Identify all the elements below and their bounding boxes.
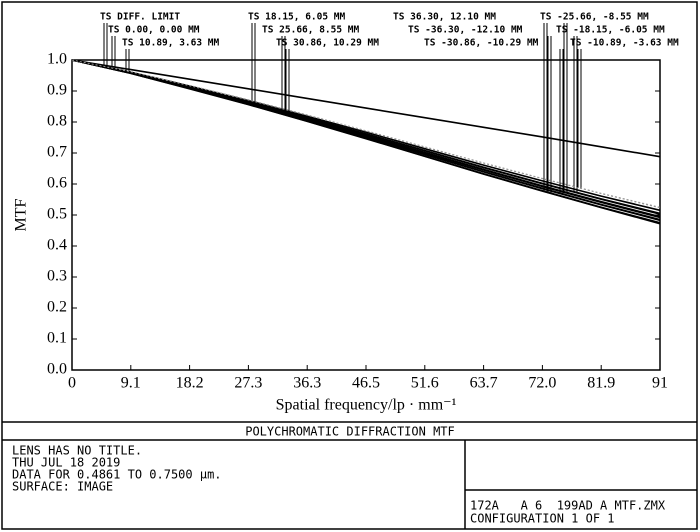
footer-title: POLYCHROMATIC DIFFRACTION MTF xyxy=(245,425,455,439)
legend-label: TS 25.66, 8.55 MM xyxy=(262,25,360,36)
y-tick-label: 0.9 xyxy=(47,82,67,99)
legend-label: TS 10.89, 3.63 MM xyxy=(122,38,220,49)
footer-configuration: CONFIGURATION 1 OF 1 xyxy=(470,512,615,526)
legend-label: TS DIFF. LIMIT xyxy=(100,12,180,23)
mtf-curve xyxy=(71,59,661,222)
y-tick-label: 0.1 xyxy=(47,330,67,347)
legend-label: TS -10.89, -3.63 MM xyxy=(570,38,679,49)
legend-label: TS 30.86, 10.29 MM xyxy=(276,38,379,49)
footer-file: 172A A 6 199AD A MTF.ZMX xyxy=(470,499,666,513)
legend-label: TS 18.15, 6.05 MM xyxy=(248,12,346,23)
footer-line: THU JUL 18 2019 xyxy=(12,456,120,470)
x-tick-label: 9.1 xyxy=(121,375,141,392)
plot-frame xyxy=(71,59,661,371)
y-tick-label: 0.2 xyxy=(47,299,67,316)
x-tick-label: 63.7 xyxy=(470,375,498,392)
mtf-curve xyxy=(71,59,661,158)
y-tick-label: 0.8 xyxy=(47,113,67,130)
y-tick-label: 0.7 xyxy=(47,144,67,161)
x-tick-label: 18.2 xyxy=(176,375,204,392)
x-tick-label: 0 xyxy=(68,375,76,392)
y-tick-label: 1.0 xyxy=(47,51,67,68)
x-tick-label: 27.3 xyxy=(234,375,262,392)
footer-line: DATA FOR 0.4861 TO 0.7500 µm. xyxy=(12,468,222,482)
y-tick-label: 0.4 xyxy=(47,237,67,254)
footer-line: SURFACE: IMAGE xyxy=(12,480,113,494)
x-axis-title: Spatial frequency/lp · mm⁻¹ xyxy=(276,397,457,414)
y-tick-label: 0.3 xyxy=(47,268,67,285)
legend-label: TS 36.30, 12.10 MM xyxy=(393,12,496,23)
y-tick-label: 0.5 xyxy=(47,206,67,223)
legend-label: TS -36.30, -12.10 MM xyxy=(408,25,523,36)
x-tick-label: 51.6 xyxy=(411,375,439,392)
x-tick-label: 72.0 xyxy=(528,375,556,392)
x-tick-label: 81.9 xyxy=(587,375,615,392)
legend-label: TS 0.00, 0.00 MM xyxy=(108,25,200,36)
x-tick-label: 46.5 xyxy=(352,375,380,392)
y-axis-title: MTF xyxy=(13,198,30,231)
legend-label: TS -30.86, -10.29 MM xyxy=(424,38,539,49)
legend-label: TS -18.15, -6.05 MM xyxy=(556,25,665,36)
mtf-curve xyxy=(71,59,661,215)
mtf-curve xyxy=(71,59,661,209)
mtf-curve xyxy=(71,59,661,221)
footer-line: LENS HAS NO TITLE. xyxy=(12,444,142,458)
legend-label: TS -25.66, -8.55 MM xyxy=(540,12,649,23)
x-tick-label: 36.3 xyxy=(293,375,321,392)
x-tick-label: 91 xyxy=(652,375,668,392)
y-tick-label: 0.0 xyxy=(47,361,67,378)
y-tick-label: 0.6 xyxy=(47,175,67,192)
